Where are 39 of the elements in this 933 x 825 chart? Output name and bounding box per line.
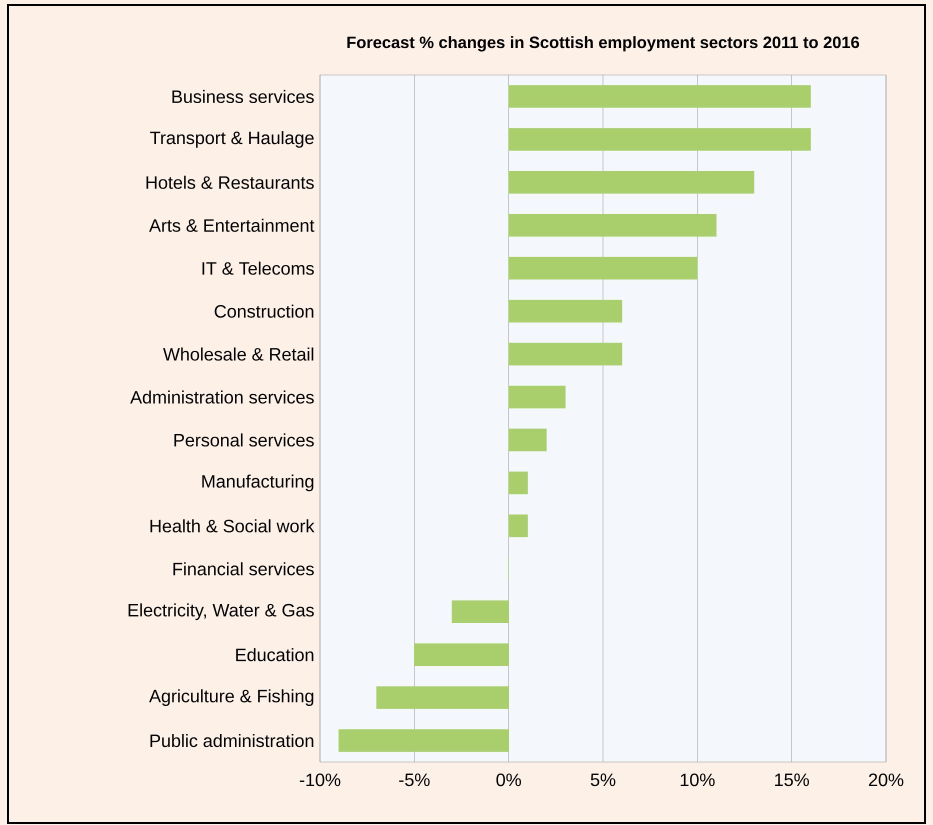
x-tick-label: 15% [775, 774, 809, 786]
bar [508, 428, 547, 452]
y-tick-label: IT & Telecoms [202, 262, 314, 275]
bar [508, 300, 622, 322]
x-tick-label: -5% [399, 774, 430, 786]
bar [414, 643, 509, 666]
bar [338, 729, 509, 752]
y-tick-label: Business services [172, 90, 314, 104]
x-tick-label: 20% [868, 774, 904, 786]
bar [508, 85, 811, 108]
bar [508, 386, 566, 408]
x-tick-label: -10% [300, 774, 340, 786]
bar [508, 128, 811, 151]
x-tick-label: 10% [680, 774, 715, 786]
x-tick-label: 5% [590, 774, 616, 786]
y-tick-label: Transport & Haulage [150, 131, 314, 148]
y-tick-label: Manufacturing [202, 474, 314, 492]
bar [508, 342, 622, 366]
x-tick-label: 0% [496, 774, 521, 786]
y-tick-label: Public administration [150, 734, 314, 748]
y-tick-label: Financial services [173, 562, 314, 576]
chart-title: Forecast % changes in Scottish employment sectors 2011 to 2016 [347, 36, 860, 52]
y-tick-label: Electricity, Water & Gas [128, 603, 314, 620]
bar [508, 214, 717, 237]
y-tick-label: Wholesale & Retail [163, 348, 314, 361]
bar [376, 686, 509, 709]
bar [452, 600, 509, 624]
y-tick-label: Health & Social work [150, 519, 314, 532]
bar [508, 472, 528, 494]
y-tick-label: Hotels & Restaurants [146, 176, 314, 189]
bar [508, 514, 528, 538]
bar [508, 256, 698, 280]
y-tick-label: Personal services [174, 433, 314, 447]
y-tick-label: Arts & Entertainment [149, 218, 314, 232]
y-tick-label: Agriculture & Fishing [149, 689, 314, 706]
y-tick-label: Education [236, 648, 314, 662]
y-tick-label: Construction [214, 304, 314, 318]
bar [508, 171, 754, 194]
y-tick-label: Administration services [130, 390, 314, 404]
